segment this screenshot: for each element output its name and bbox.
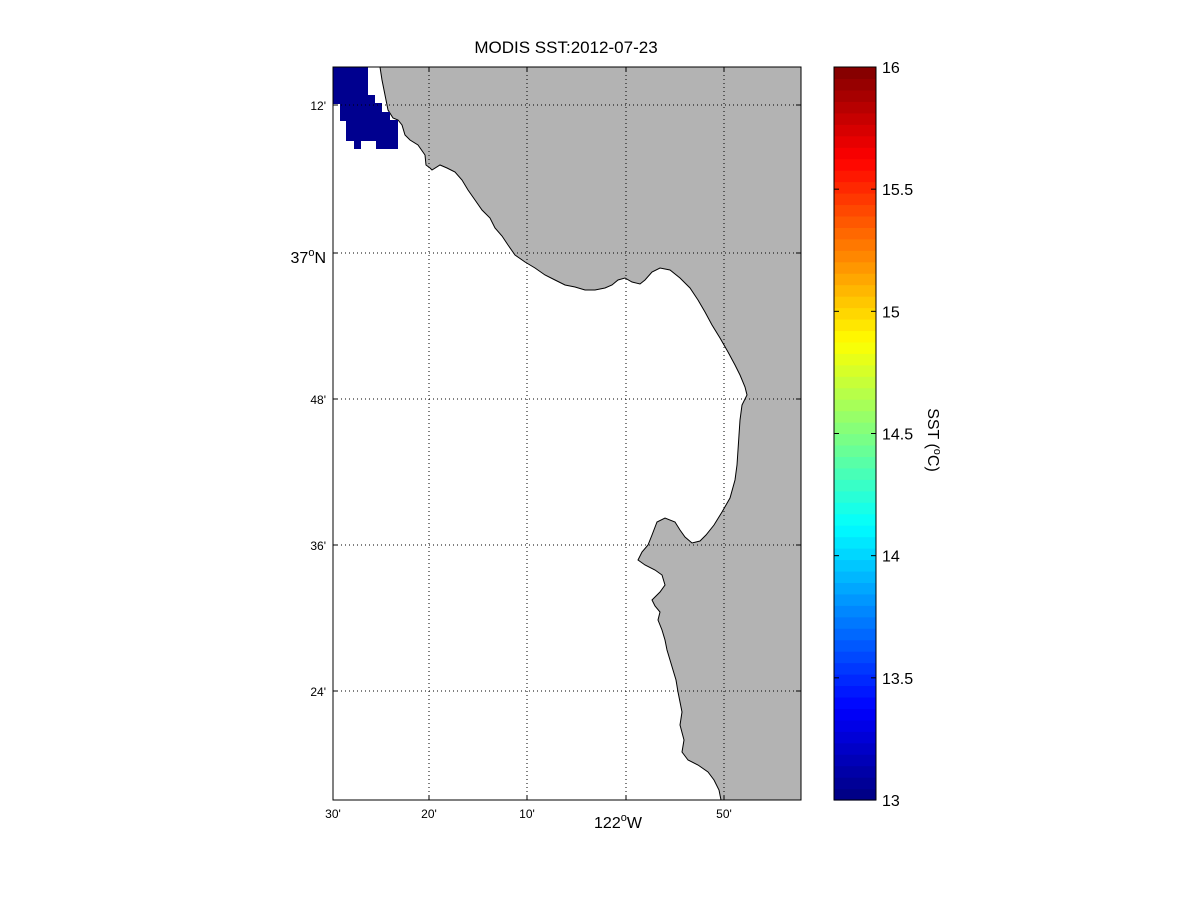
colorbar-band (834, 788, 876, 801)
colorbar-band (834, 112, 876, 125)
colorbar-tick-label: 16 (882, 60, 900, 77)
colorbar-band (834, 525, 876, 538)
colorbar: 13 13.5 14 14.5 15 15.5 16 SST (oC) (833, 60, 943, 810)
colorbar-band (834, 422, 876, 435)
colorbar-band (834, 158, 876, 171)
sst-pixel (333, 67, 368, 96)
colorbar-band (834, 399, 876, 412)
colorbar-tick-label: 15 (882, 304, 900, 321)
colorbar-band (834, 731, 876, 744)
colorbar-band (834, 124, 876, 137)
colorbar-band (834, 387, 876, 400)
map-frame (332, 66, 802, 801)
colorbar-band (834, 742, 876, 755)
sst-pixel (354, 140, 361, 149)
colorbar-ticks: 13 13.5 14 14.5 15 15.5 16 (834, 60, 913, 810)
colorbar-band (834, 273, 876, 286)
colorbar-band (834, 513, 876, 526)
colorbar-tick-label: 14 (882, 549, 900, 566)
colorbar-band (834, 582, 876, 595)
colorbar-band (834, 376, 876, 389)
colorbar-band (834, 490, 876, 503)
sst-pixel (376, 120, 398, 149)
colorbar-band (834, 181, 876, 194)
colorbar-band (834, 628, 876, 641)
colorbar-band (834, 353, 876, 366)
colorbar-band (834, 536, 876, 549)
colorbar-tick-label: 13 (882, 793, 900, 810)
colorbar-band (834, 685, 876, 698)
y-tick-labels: 12' 37oN 48' 36' 24' (291, 99, 326, 699)
x-tick-label: 30' (325, 807, 341, 821)
colorbar-band (834, 215, 876, 228)
colorbar-band (834, 341, 876, 354)
colorbar-band (834, 502, 876, 515)
colorbar-band (834, 765, 876, 778)
colorbar-band (834, 467, 876, 480)
x-tick-labels: 30' 20' 10' 122oW 50' (325, 807, 732, 832)
colorbar-band (834, 318, 876, 332)
colorbar-band (834, 593, 876, 606)
colorbar-band (834, 364, 876, 377)
colorbar-band (834, 147, 876, 160)
tick-marks (333, 67, 801, 800)
colorbar-band (834, 170, 876, 183)
colorbar-label: SST (oC) (924, 408, 943, 472)
colorbar-band (834, 261, 876, 274)
y-tick-label: 12' (310, 99, 326, 113)
y-tick-label: 48' (310, 393, 326, 407)
colorbar-band (834, 227, 876, 240)
colorbar-band (834, 639, 876, 652)
land-mass (379, 67, 801, 800)
colorbar-band (834, 135, 876, 148)
colorbar-tick-label: 13.5 (882, 671, 913, 688)
colorbar-band (834, 410, 876, 423)
colorbar-band (834, 192, 876, 206)
colorbar-band (834, 307, 876, 320)
colorbar-band (834, 250, 876, 263)
colorbar-band (834, 708, 876, 721)
colorbar-gradient (834, 67, 876, 801)
colorbar-tick-label: 15.5 (882, 182, 913, 199)
colorbar-band (834, 238, 876, 251)
sst-pixels (333, 67, 398, 149)
colorbar-band (834, 444, 876, 457)
colorbar-band (834, 101, 876, 114)
colorbar-band (834, 67, 876, 80)
y-tick-label: 24' (310, 685, 326, 699)
colorbar-band (834, 330, 876, 343)
colorbar-band (834, 89, 876, 102)
colorbar-band (834, 570, 876, 583)
colorbar-band (834, 662, 876, 675)
colorbar-band (834, 433, 876, 446)
colorbar-band (834, 696, 876, 709)
colorbar-band (834, 651, 876, 664)
colorbar-band (834, 605, 876, 618)
map-axes (332, 66, 802, 801)
colorbar-band (834, 674, 876, 687)
colorbar-band (834, 78, 876, 91)
colorbar-band (834, 456, 876, 469)
colorbar-band (834, 559, 876, 572)
colorbar-band (834, 479, 876, 492)
x-tick-label: 10' (519, 807, 535, 821)
y-tick-label-major: 37oN (291, 247, 326, 267)
colorbar-band (834, 719, 876, 732)
colorbar-band (834, 777, 876, 790)
colorbar-band (834, 296, 876, 309)
colorbar-tick-label: 14.5 (882, 427, 913, 444)
x-tick-label-major: 122oW (594, 812, 643, 832)
colorbar-band (834, 204, 876, 217)
x-tick-label: 50' (716, 807, 732, 821)
y-tick-label: 36' (310, 539, 326, 553)
colorbar-band (834, 754, 876, 767)
colorbar-band (834, 284, 876, 297)
colorbar-band (834, 548, 876, 561)
sst-pixel (333, 95, 375, 104)
x-tick-label: 20' (421, 807, 437, 821)
colorbar-band (834, 616, 876, 629)
figure-title: MODIS SST:2012-07-23 (474, 38, 657, 57)
